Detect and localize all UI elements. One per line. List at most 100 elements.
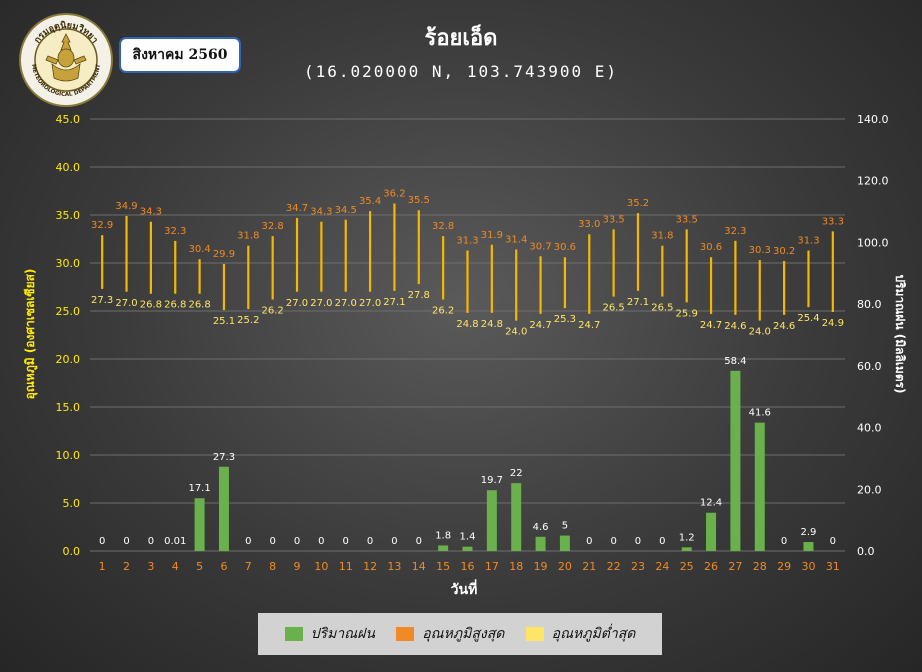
x-tick-label: 19 xyxy=(534,560,548,573)
left-tick-label: 10.0 xyxy=(56,449,81,462)
x-tick-label: 23 xyxy=(631,560,645,573)
x-tick-label: 6 xyxy=(220,560,227,573)
x-tick-label: 26 xyxy=(704,560,718,573)
right-tick-label: 20.0 xyxy=(857,483,882,496)
rain-bar xyxy=(438,545,449,551)
tmin-value-label: 27.0 xyxy=(286,298,308,309)
x-tick-label: 3 xyxy=(147,560,154,573)
rain-bar xyxy=(706,512,717,551)
x-tick-label: 21 xyxy=(582,560,596,573)
chart-subtitle: (16.020000 N, 103.743900 E) xyxy=(303,62,619,81)
legend: ปริมาณฝน อุณหภูมิสูงสุด อุณหภูมิต่ำสุด xyxy=(258,613,662,655)
tmin-value-label: 27.0 xyxy=(359,298,381,309)
tmax-value-label: 30.7 xyxy=(529,241,551,252)
tmax-value-label: 34.3 xyxy=(310,207,332,218)
rain-bar xyxy=(730,370,741,551)
tmin-value-label: 24.0 xyxy=(505,327,527,338)
tmax-value-label: 30.4 xyxy=(188,244,210,255)
rain-bar xyxy=(754,422,765,551)
tmin-value-label: 25.1 xyxy=(213,316,235,327)
tmax-value-label: 32.3 xyxy=(164,226,186,237)
tmax-value-label: 33.5 xyxy=(676,214,698,225)
left-tick-label: 0.0 xyxy=(63,545,81,558)
x-tick-label: 17 xyxy=(485,560,499,573)
rain-value-label: 0 xyxy=(99,536,105,547)
rain-value-label: 0 xyxy=(391,536,397,547)
tmin-value-label: 24.6 xyxy=(773,321,795,332)
x-tick-label: 20 xyxy=(558,560,572,573)
tmax-value-label: 33.3 xyxy=(822,216,844,227)
tmax-value-label: 32.8 xyxy=(262,221,284,232)
tmin-value-label: 26.8 xyxy=(164,300,186,311)
x-tick-label: 11 xyxy=(339,560,353,573)
meteorological-department-logo: กรมอุตุนิยมวิทยา METEOROLOGICAL DEPARTME… xyxy=(19,13,113,107)
tmin-value-label: 24.9 xyxy=(822,318,844,329)
left-tick-label: 20.0 xyxy=(56,353,81,366)
rain-value-label: 0 xyxy=(830,536,836,547)
tmin-value-label: 24.0 xyxy=(749,327,771,338)
right-tick-label: 0.0 xyxy=(857,545,875,558)
left-tick-label: 5.0 xyxy=(63,497,81,510)
right-tick-label: 100.0 xyxy=(857,236,889,249)
rain-bars xyxy=(170,370,814,551)
x-tick-label: 29 xyxy=(777,560,791,573)
tmax-value-label: 31.8 xyxy=(237,231,259,242)
rain-value-label: 27.3 xyxy=(213,452,235,463)
tmin-value-label: 25.4 xyxy=(797,313,819,324)
left-axis-ticks: 0.0 5.0 10.0 15.0 20.0 25.0 30.0 35.0 40.0 45.0 xyxy=(56,113,81,558)
legend-label-rain: ปริมาณฝน xyxy=(310,626,375,642)
tmin-value-label: 27.0 xyxy=(115,298,137,309)
rain-bar xyxy=(462,546,473,551)
tmin-value-label: 24.8 xyxy=(481,319,503,330)
tmax-value-label: 30.6 xyxy=(700,242,722,253)
tmin-value-label: 26.2 xyxy=(262,305,284,316)
tmin-value-label: 24.7 xyxy=(700,320,722,331)
tmax-value-label: 31.8 xyxy=(651,231,673,242)
rain-value-label: 22 xyxy=(510,468,523,479)
left-tick-label: 15.0 xyxy=(56,401,81,414)
rain-value-label: 0 xyxy=(245,536,251,547)
tmin-value-label: 26.2 xyxy=(432,305,454,316)
legend-item-rain: ปริมาณฝน xyxy=(284,623,375,645)
x-tick-label: 16 xyxy=(461,560,475,573)
rain-bar xyxy=(559,535,570,551)
chart-title: ร้อยเอ็ด xyxy=(424,26,498,51)
tmax-value-label: 32.9 xyxy=(91,220,113,231)
right-tick-label: 40.0 xyxy=(857,422,882,435)
rain-value-label: 0 xyxy=(343,536,349,547)
x-tick-label: 14 xyxy=(412,560,426,573)
rain-value-label: 0 xyxy=(781,536,787,547)
rain-value-label: 0 xyxy=(123,536,129,547)
tmin-value-label: 27.1 xyxy=(627,297,649,308)
left-tick-label: 45.0 xyxy=(56,113,81,126)
tmax-value-label: 29.9 xyxy=(213,249,235,260)
tmax-value-label: 34.7 xyxy=(286,203,308,214)
x-tick-label: 15 xyxy=(436,560,450,573)
tmax-value-label: 33.5 xyxy=(602,214,624,225)
left-tick-label: 40.0 xyxy=(56,161,81,174)
tmax-value-label: 36.2 xyxy=(383,188,405,199)
left-tick-label: 25.0 xyxy=(56,305,81,318)
tmax-value-label: 34.3 xyxy=(140,207,162,218)
rain-bar xyxy=(194,498,205,551)
tmin-value-label: 25.9 xyxy=(676,308,698,319)
x-axis-label: วันที่ xyxy=(451,579,478,598)
x-tick-label: 1 xyxy=(99,560,106,573)
right-tick-label: 140.0 xyxy=(857,113,889,126)
legend-label-tmin: อุณหภูมิต่ำสุด xyxy=(551,626,636,642)
rain-value-label: 0.01 xyxy=(164,536,186,547)
rain-value-label: 2.9 xyxy=(801,527,817,538)
left-tick-label: 35.0 xyxy=(56,209,81,222)
rain-value-label: 0 xyxy=(416,536,422,547)
tmax-value-label: 33.0 xyxy=(578,219,600,230)
tmin-value-label: 24.7 xyxy=(529,320,551,331)
rain-value-label: 0 xyxy=(635,536,641,547)
rain-value-label: 0 xyxy=(659,536,665,547)
rain-bar xyxy=(218,466,229,551)
rain-bar xyxy=(681,547,692,551)
right-axis-ticks: 0.0 20.0 40.0 60.0 80.0 100.0 120.0 140.0 xyxy=(857,113,889,558)
right-tick-label: 60.0 xyxy=(857,360,882,373)
tmin-value-label: 25.3 xyxy=(554,314,576,325)
x-tick-label: 13 xyxy=(387,560,401,573)
